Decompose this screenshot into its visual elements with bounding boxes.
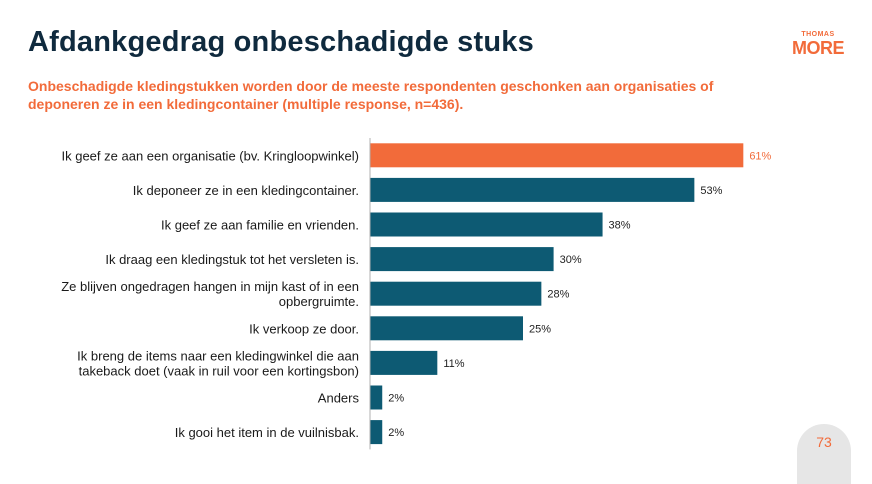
page-subtitle: Onbeschadigde kledingstukken worden door… [28,78,714,112]
data-label-8: 2% [388,427,404,439]
bar-4 [370,281,542,306]
category-label-1: Ik deponeer ze in een kledingcontainer. [133,183,359,198]
data-label-7: 2% [388,393,404,405]
data-label-3: 30% [560,254,582,266]
category-label-6-line-1: takeback doet (vaak in ruil voor een kor… [79,363,359,378]
bar-6 [370,350,438,375]
data-label-4: 28% [547,289,569,301]
category-label-8: Ik gooi het item in de vuilnisbak. [175,425,359,440]
logo-bottom-text: MORE [792,38,845,58]
category-label-7: Anders [318,391,360,406]
logo-top-text: THOMAS [801,31,835,38]
data-label-2: 38% [609,220,631,232]
bar-3 [370,247,554,272]
category-label-5: Ik verkoop ze door. [249,321,359,336]
page-number: 73 [816,434,832,450]
category-label-6-line-0: Ik breng de items naar een kledingwinkel… [77,348,359,363]
data-label-5: 25% [529,323,551,335]
category-label-4-line-1: opbergruimte. [279,294,359,309]
category-label-2: Ik geef ze aan familie en vrienden. [161,218,359,233]
category-label-0: Ik geef ze aan een organisatie (bv. Krin… [62,148,360,163]
bar-2 [370,212,603,237]
data-label-0: 61% [749,150,771,162]
thomas-more-logo: THOMAS MORE [786,31,850,57]
bar-7 [370,385,383,410]
category-label-4-line-0: Ze blijven ongedragen hangen in mijn kas… [61,279,359,294]
bar-0 [370,143,744,168]
page-number-badge: 73 [797,424,851,484]
bar-5 [370,316,523,341]
data-label-1: 53% [700,185,722,197]
data-label-6: 11% [443,358,464,370]
category-label-3: Ik draag een kledingstuk tot het verslet… [105,252,359,267]
bar-1 [370,177,695,202]
page-title: Afdankgedrag onbeschadigde stuks [28,26,534,58]
bar-8 [370,420,383,445]
